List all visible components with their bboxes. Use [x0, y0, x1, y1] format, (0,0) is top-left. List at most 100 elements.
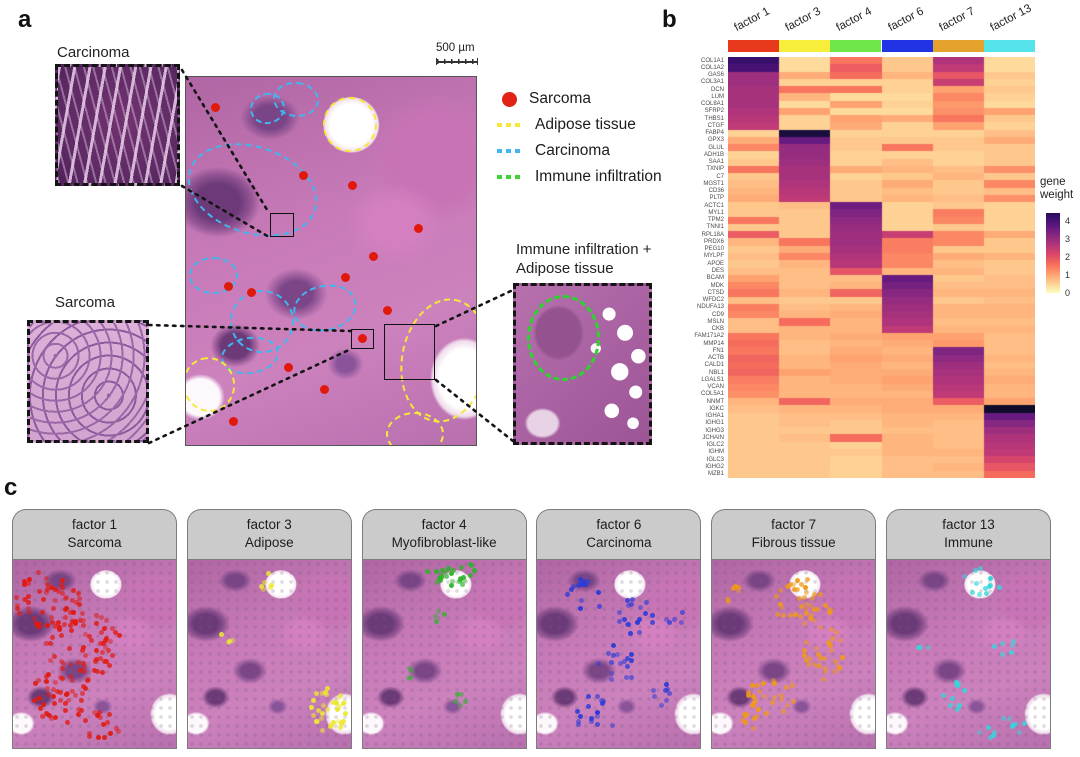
sarcoma-dot [358, 334, 368, 344]
factor-spot-dot [77, 596, 83, 602]
factor-spot-dot [594, 709, 600, 715]
factor-spot-dot [726, 599, 732, 605]
factor-spot-dot [826, 610, 832, 616]
factor-spot-dot [53, 715, 59, 721]
factor-spot-dot [666, 619, 672, 625]
factor-spot-dot [38, 705, 44, 711]
factor-spot-dot [615, 652, 621, 658]
carcinoma-outline [189, 257, 238, 295]
factor-spot-dot [570, 583, 576, 589]
gene-name: TXNIP [706, 166, 724, 173]
factor-spot-dot [805, 661, 811, 667]
factor-spot-dot [50, 619, 56, 625]
factor-spot-dot [755, 682, 761, 688]
factor-color-swatch [779, 40, 831, 52]
factor-spot-dot [44, 575, 50, 581]
factor-spot-dot [805, 577, 811, 583]
factor-spot-dot [822, 602, 828, 608]
immune-inset-image [513, 283, 652, 445]
factor-spot-dot [99, 614, 105, 620]
factor-spot-dot [678, 619, 684, 625]
factor-spot-dot [962, 688, 968, 694]
factor-spot-dot [1006, 716, 1012, 722]
factor-spot-dot [1017, 729, 1023, 735]
factor-spot-dot [75, 591, 81, 597]
factor-spot-dot [575, 583, 581, 589]
colorbar-title: gene weight [1040, 176, 1073, 202]
factor-spot-dot [579, 598, 585, 604]
gene-name: COL1A1 [700, 57, 724, 64]
factor-spot-dot [86, 677, 92, 683]
factor-spot-dot [468, 562, 474, 568]
factor-spot-dot [838, 637, 844, 643]
factor-spot-dot [94, 613, 100, 619]
factor-spot-dot [83, 685, 89, 691]
gene-name: LGALS1 [701, 376, 724, 383]
factor-spot-dot [97, 710, 103, 716]
factor-spot-dot [996, 585, 1002, 591]
factor-spot-dot [568, 586, 574, 592]
gene-name: C7 [716, 173, 724, 180]
gene-name: PLTP [709, 195, 724, 202]
factor-spot-dot [792, 612, 798, 618]
factor-spot-dot [55, 689, 61, 695]
gene-name: NNMT [706, 398, 724, 405]
gene-name: PRDX6 [703, 238, 724, 245]
gene-name: MMP14 [703, 340, 724, 347]
factor-spot-dot [649, 613, 655, 619]
factor-spot-dot [794, 586, 800, 592]
immune-inset-title-line1: Immune infiltration + [516, 241, 652, 258]
factor-spot-dot [113, 629, 119, 635]
factor-spot-dot [577, 605, 583, 611]
factor-spot-dot [1010, 639, 1016, 645]
factor-spot-dot [43, 590, 49, 596]
factor-spot-dot [81, 663, 87, 669]
factor-spot-dot [82, 669, 88, 675]
factor-spot-dot [320, 710, 326, 716]
factor-color-swatch [728, 40, 780, 52]
factor-spot-dot [974, 580, 980, 586]
factor-spot-dot [797, 614, 803, 620]
factor-spot-dot [51, 687, 57, 693]
factor-spot-dot [629, 652, 635, 657]
factor-spot-dot [116, 729, 122, 735]
factor-spot-dot [817, 656, 823, 662]
gene-name: IGHG3 [705, 427, 724, 434]
factor-spot-dot [771, 680, 777, 686]
zoom-source-rect [350, 328, 374, 349]
panel-c: c factor 1 Sarcoma factor 3 Adipose factor 4… [0, 470, 1080, 757]
factor-color-swatch [830, 40, 882, 52]
factor-spot-dot [65, 697, 71, 703]
dashed-line-marker [497, 148, 523, 154]
factor-spot-dot [78, 707, 84, 713]
factor-spot-dot [744, 712, 750, 718]
factor-spot-dot [100, 640, 106, 646]
factor-spot-dot [578, 577, 584, 583]
factor-spot-dot [227, 638, 233, 644]
factor-spot-dot [44, 710, 50, 716]
factor-spot-dot [828, 626, 834, 632]
factor-spot-dot [107, 639, 113, 645]
factor-spot-dot [832, 669, 838, 675]
factor-spot-dot [777, 587, 783, 593]
gene-name: GAS6 [707, 72, 724, 79]
scale-bar-label: 500 µm [436, 42, 475, 54]
factor-spot-dot [1010, 642, 1016, 648]
factor-spot-dot [812, 606, 818, 612]
factor-spot-dot [815, 651, 821, 657]
factor-spot-dot [99, 630, 105, 636]
gene-name: CTGF [707, 122, 724, 129]
factor-spot-dot [991, 733, 997, 739]
factor-spot-dot [438, 578, 444, 584]
factor-spot-dot [1013, 721, 1019, 727]
factor-spot-dot [609, 723, 615, 729]
factor-spot-dot [75, 707, 81, 713]
factor-spot-dot [64, 720, 70, 726]
factor-spot-dot [56, 589, 62, 595]
factor-spot-dot [268, 584, 274, 590]
factor-spot-dot [762, 693, 768, 699]
gene-name: DCN [711, 86, 724, 93]
factor-spot-dot [445, 565, 451, 571]
gene-name: COL8A1 [700, 101, 724, 108]
factor-spot-dot [999, 651, 1005, 657]
